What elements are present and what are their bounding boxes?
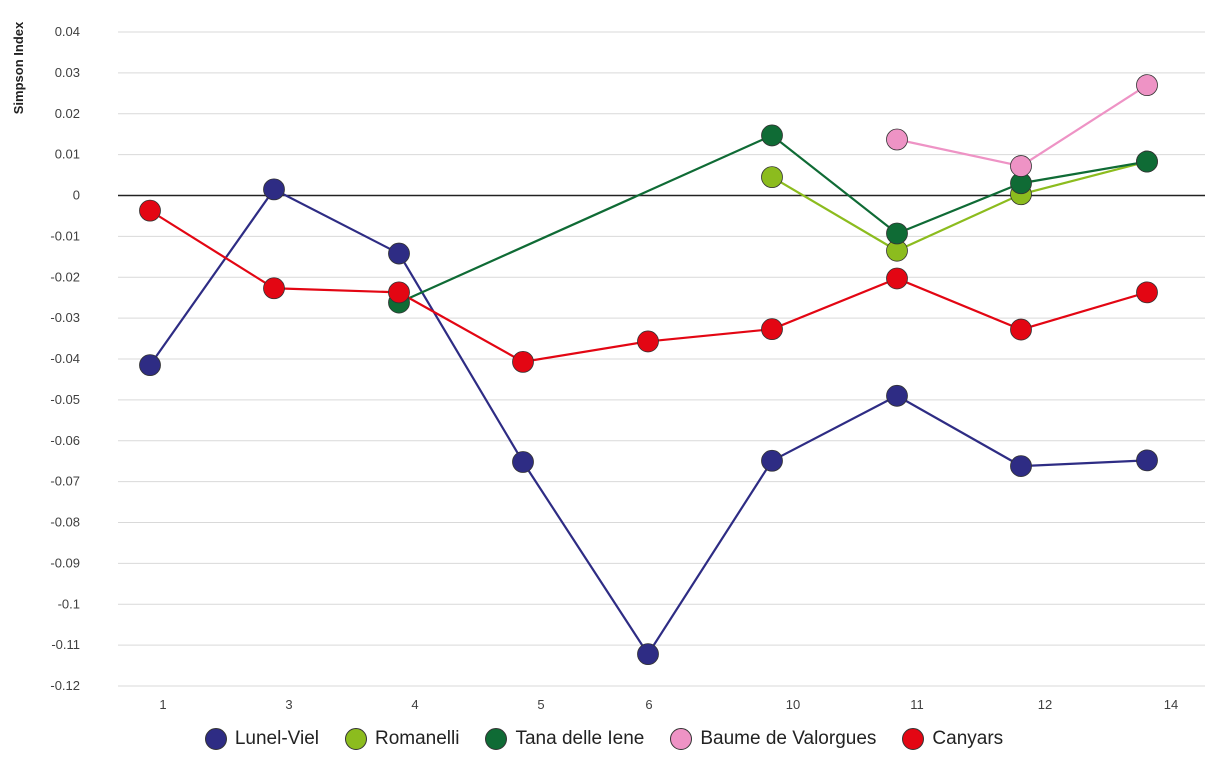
y-tick-labels: 0.04 0.03 0.02 0.01 0 -0.01 -0.02 -0.03 -0.04 -0.… <box>50 24 80 693</box>
data-point-canyars <box>388 281 410 304</box>
data-point-canyars <box>761 318 783 341</box>
data-point-tana-delle-iene <box>1136 150 1158 173</box>
y-tick-label: 0.02 <box>55 106 80 121</box>
y-tick-label: -0.06 <box>50 433 80 448</box>
x-tick-label: 3 <box>285 697 292 712</box>
legend-swatch <box>344 728 367 750</box>
legend-item: Romanelli <box>344 728 460 750</box>
series-line-baume-de-valorgues <box>896 84 1148 168</box>
data-point-baume-de-valorgues <box>1010 155 1032 177</box>
legend-label: Romanelli <box>374 728 460 749</box>
y-tick-label: -0.03 <box>50 310 80 325</box>
legend-item: Lunel-Viel <box>204 728 319 750</box>
y-tick-label: -0.04 <box>50 351 80 366</box>
legend-item: Baume de Valorgues <box>670 728 876 750</box>
data-point-canyars <box>1010 318 1032 341</box>
data-point-lunel-viel <box>388 242 410 265</box>
y-tick-label: 0.01 <box>55 147 80 162</box>
data-point-baume-de-valorgues <box>1136 74 1158 97</box>
data-point-canyars <box>637 330 659 353</box>
series-line-lunel-viel <box>149 187 1148 657</box>
legend-label: Tana delle Iene <box>515 728 645 749</box>
gridlines <box>118 31 1205 687</box>
data-point-baume-de-valorgues <box>886 128 908 151</box>
x-tick-label: 4 <box>411 697 418 712</box>
series-lines <box>149 84 1148 657</box>
x-tick-label: 1 <box>159 697 166 712</box>
data-point-lunel-viel <box>886 384 908 407</box>
data-point-tana-delle-iene <box>886 222 908 245</box>
data-point-lunel-viel <box>1010 455 1032 477</box>
legend-swatch <box>670 728 693 750</box>
x-tick-label: 11 <box>910 697 924 712</box>
x-tick-label: 12 <box>1038 697 1052 712</box>
data-point-tana-delle-iene <box>761 124 783 147</box>
y-tick-label: 0.04 <box>55 24 80 39</box>
y-tick-label: -0.1 <box>58 596 80 611</box>
x-tick-label: 14 <box>1164 697 1178 712</box>
legend-swatch <box>204 728 227 750</box>
y-tick-label: 0 <box>73 188 80 203</box>
data-point-canyars <box>1136 281 1158 304</box>
data-point-canyars <box>512 350 534 373</box>
series-points <box>139 74 1158 666</box>
legend: Lunel-Viel Romanelli Tana delle Iene Baume … <box>0 728 1208 750</box>
y-tick-label: -0.07 <box>50 474 80 489</box>
legend-label: Baume de Valorgues <box>700 728 877 749</box>
legend-item: Canyars <box>902 728 1003 750</box>
legend-label: Lunel-Viel <box>234 728 319 749</box>
data-point-lunel-viel <box>637 643 659 666</box>
y-tick-label: -0.01 <box>50 228 80 243</box>
series-line-romanelli <box>771 160 1148 252</box>
y-tick-label: -0.05 <box>50 392 80 407</box>
x-tick-label: 5 <box>537 697 544 712</box>
y-tick-label: -0.09 <box>50 555 80 570</box>
legend-swatch <box>485 728 508 750</box>
y-tick-label: -0.08 <box>50 515 80 530</box>
data-point-romanelli <box>761 166 783 189</box>
data-point-lunel-viel <box>1136 449 1158 472</box>
x-tick-label: 10 <box>786 697 800 712</box>
chart-svg: 0.04 0.03 0.02 0.01 0 -0.01 -0.02 -0.03 -0.04 -0.… <box>11 21 1205 712</box>
legend-item: Tana delle Iene <box>485 728 644 750</box>
x-tick-label: 6 <box>645 697 652 712</box>
data-point-lunel-viel <box>263 178 285 201</box>
data-point-canyars <box>886 267 908 290</box>
data-point-lunel-viel <box>761 449 783 472</box>
y-tick-label: -0.12 <box>50 678 80 693</box>
data-point-lunel-viel <box>512 451 534 473</box>
legend-swatch <box>902 728 925 750</box>
y-tick-label: -0.02 <box>50 269 80 284</box>
legend-label: Canyars <box>932 728 1004 749</box>
y-tick-label: -0.11 <box>51 637 80 652</box>
y-axis-label: Simpson Index <box>11 21 26 114</box>
data-point-lunel-viel <box>139 354 161 377</box>
data-point-canyars <box>263 277 285 300</box>
x-tick-labels: 1 3 4 5 6 10 11 12 14 <box>159 697 1178 712</box>
y-tick-label: 0.03 <box>55 65 80 80</box>
data-point-canyars <box>139 199 161 222</box>
